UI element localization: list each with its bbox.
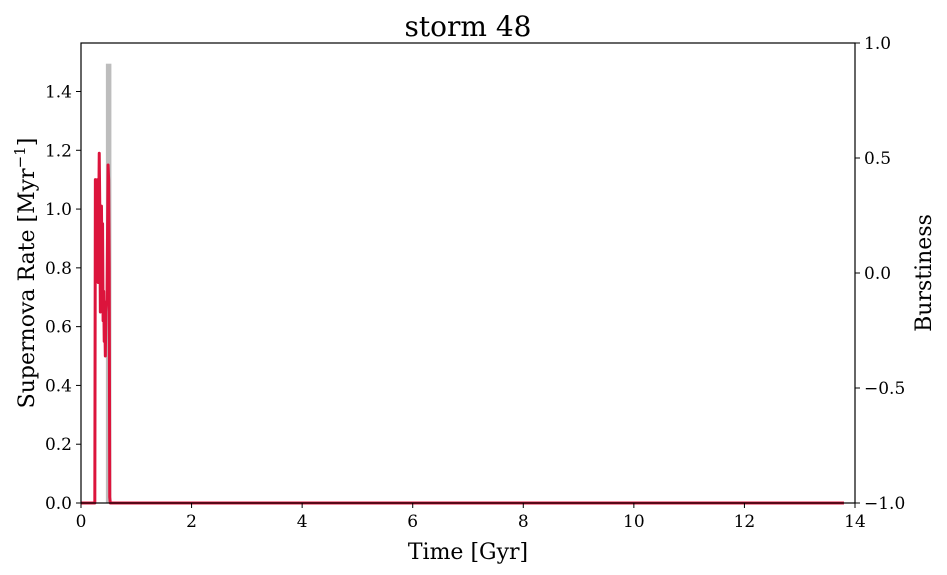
y-axis-left: 0.0 0.2 0.4 0.6 0.8 1.0 1.2 1.4 [45,82,81,514]
y-tick-label: 0.8 [45,259,72,279]
y-tick-label: 1.2 [45,141,72,161]
x-axis-label: Time [Gyr] [408,540,528,565]
y2-tick-label: 0.0 [864,264,891,284]
plot-frame [80,42,856,504]
y-axis-right: −1.0 −0.5 0.0 0.5 1.0 [855,34,905,514]
y2-axis-label: Burstiness [912,214,937,332]
y2-tick-label: 1.0 [864,34,891,54]
plot-area [81,63,844,505]
y-tick-label: 1.4 [45,82,72,102]
y-axis-label: Supernova Rate [Myr−1] [11,138,40,409]
y-tick-label: 0.2 [45,435,72,455]
chart-title: storm 48 [405,10,532,43]
y-tick-label: 1.0 [45,200,72,220]
y-tick-label: 0.6 [45,318,72,338]
x-axis: 0 2 4 6 8 10 12 14 [76,503,866,532]
x-tick-label: 0 [76,512,87,532]
supernova-rate-line [81,151,844,505]
x-tick-label: 12 [734,512,756,532]
y2-tick-label: −1.0 [864,494,905,514]
y-tick-label: 0.4 [45,376,72,396]
x-tick-label: 8 [518,512,529,532]
x-tick-label: 2 [186,512,197,532]
x-tick-label: 10 [623,512,645,532]
y-tick-label: 0.0 [45,494,72,514]
y2-tick-label: −0.5 [864,379,905,399]
x-tick-label: 14 [844,512,866,532]
x-tick-label: 4 [297,512,308,532]
y2-tick-label: 0.5 [864,149,891,169]
x-tick-label: 6 [407,512,418,532]
